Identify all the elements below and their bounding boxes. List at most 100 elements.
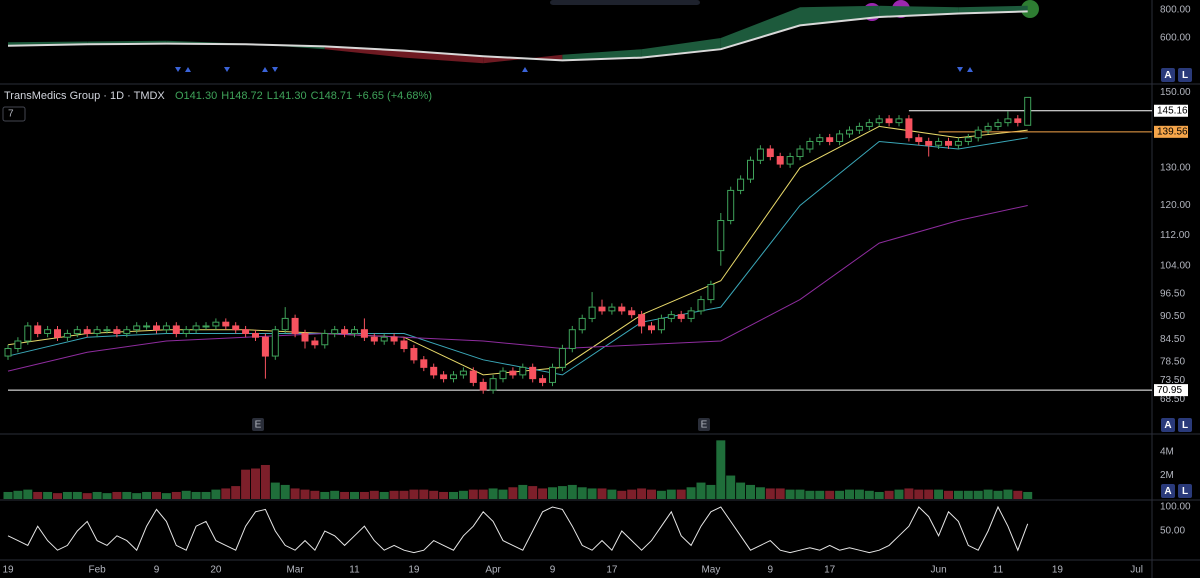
- x-tick-label: 11: [993, 565, 1004, 576]
- candle-body: [103, 329, 111, 332]
- ohlc-readout: +6.65 (+4.68%): [356, 90, 432, 102]
- volume-bar: [478, 489, 488, 499]
- x-tick-label: 9: [154, 565, 160, 576]
- volume-bar: [122, 491, 132, 499]
- candle-body: [677, 314, 685, 319]
- candle-body: [222, 321, 230, 327]
- candle-body: [954, 140, 962, 146]
- volume-bar: [468, 489, 478, 499]
- candle-body: [707, 284, 715, 301]
- candle-body: [370, 336, 378, 342]
- scale-button[interactable]: L: [1178, 484, 1192, 498]
- volume-bar: [488, 488, 498, 499]
- volume-bar: [874, 491, 884, 499]
- candle-body: [133, 325, 141, 331]
- y-tick-label: 50.00: [1160, 526, 1185, 537]
- volume-bar: [706, 484, 716, 499]
- candle-body: [717, 220, 725, 252]
- scale-button[interactable]: A: [1161, 68, 1175, 82]
- candle-body: [281, 317, 289, 331]
- price-label-box: [1154, 384, 1188, 397]
- volume-bar: [508, 487, 518, 499]
- x-tick-label: Jul: [1130, 565, 1143, 576]
- candle-body: [846, 129, 853, 135]
- volume-bar: [241, 469, 251, 499]
- candle-body: [826, 137, 834, 142]
- candle-body: [945, 140, 952, 146]
- indicator-fill: [720, 7, 800, 50]
- x-tick-label: Feb: [88, 565, 106, 576]
- candle-body: [628, 310, 636, 316]
- volume-bar: [647, 489, 656, 499]
- volume-bar: [43, 491, 53, 499]
- volume-bar: [765, 488, 775, 499]
- volume-bar: [181, 490, 191, 499]
- y-tick-label: 73.50: [1160, 375, 1185, 386]
- candle-body: [766, 148, 774, 158]
- candle-body: [875, 118, 883, 124]
- scale-button-text: A: [1164, 70, 1171, 81]
- moving-average: [7, 137, 1028, 376]
- interval-badge[interactable]: 7: [2, 106, 26, 122]
- indicator-fill: [483, 54, 563, 64]
- scale-button-text: A: [1164, 420, 1171, 431]
- volume-bar: [726, 475, 736, 499]
- candle-body: [657, 317, 665, 331]
- scale-button[interactable]: A: [1161, 484, 1175, 498]
- scale-button[interactable]: L: [1178, 418, 1192, 432]
- volume-bar: [221, 488, 231, 499]
- scale-button-bg: [1178, 418, 1192, 432]
- candle-body: [261, 336, 269, 357]
- candle-body: [578, 317, 586, 331]
- volume-bar: [795, 489, 805, 499]
- candle-body: [638, 314, 646, 327]
- candle-body: [509, 370, 517, 376]
- candle-body: [984, 125, 992, 131]
- indicator-slow-line: [7, 10, 1028, 62]
- candle-body: [816, 137, 824, 142]
- volume-bar: [854, 489, 864, 499]
- x-tick-label: 9: [550, 565, 556, 576]
- candle-body: [341, 329, 349, 334]
- scale-button[interactable]: A: [1161, 418, 1175, 432]
- earnings-marker[interactable]: E: [698, 418, 710, 431]
- candle-body: [73, 329, 81, 334]
- scale-button-text: A: [1164, 486, 1171, 497]
- interval-badge-text[interactable]: 7: [8, 109, 14, 120]
- candle-body: [608, 306, 616, 312]
- candle-body: [1004, 118, 1012, 124]
- x-tick-label: 20: [210, 565, 222, 576]
- volume-bar: [953, 490, 963, 499]
- y-tick-label: 104.00: [1160, 260, 1191, 271]
- candle-body: [44, 329, 52, 334]
- volume-bar: [270, 482, 280, 499]
- volume-bar: [597, 488, 607, 499]
- scale-button[interactable]: L: [1178, 68, 1192, 82]
- volume-bar: [369, 490, 379, 499]
- candle-body: [935, 140, 943, 146]
- candle-body: [549, 366, 556, 383]
- candle-body: [519, 366, 527, 376]
- candle-body: [172, 325, 180, 334]
- volume-bar: [72, 491, 82, 499]
- x-tick-label: Mar: [286, 565, 304, 576]
- scale-button-bg: [1161, 418, 1175, 432]
- earnings-marker[interactable]: E: [252, 418, 264, 431]
- ohlc-readout: H148.72: [221, 90, 263, 102]
- y-tick-label: 100.00: [1160, 502, 1191, 513]
- volume-bar: [171, 491, 181, 499]
- volume-bar: [409, 489, 419, 499]
- candle-body: [648, 325, 655, 331]
- y-tick-label: 90.50: [1160, 311, 1185, 322]
- candle-body: [727, 189, 735, 222]
- candle-body: [242, 329, 250, 334]
- volume-bar: [399, 490, 409, 499]
- candle-body: [905, 118, 913, 139]
- volume-bar: [825, 490, 835, 499]
- y-tick-label: 800.00: [1160, 5, 1191, 16]
- y-tick-label: 2M: [1160, 470, 1174, 481]
- indicator-fill: [245, 43, 325, 50]
- volume-bar: [696, 482, 706, 499]
- volume-bar: [973, 490, 983, 499]
- volume-bar: [567, 484, 577, 499]
